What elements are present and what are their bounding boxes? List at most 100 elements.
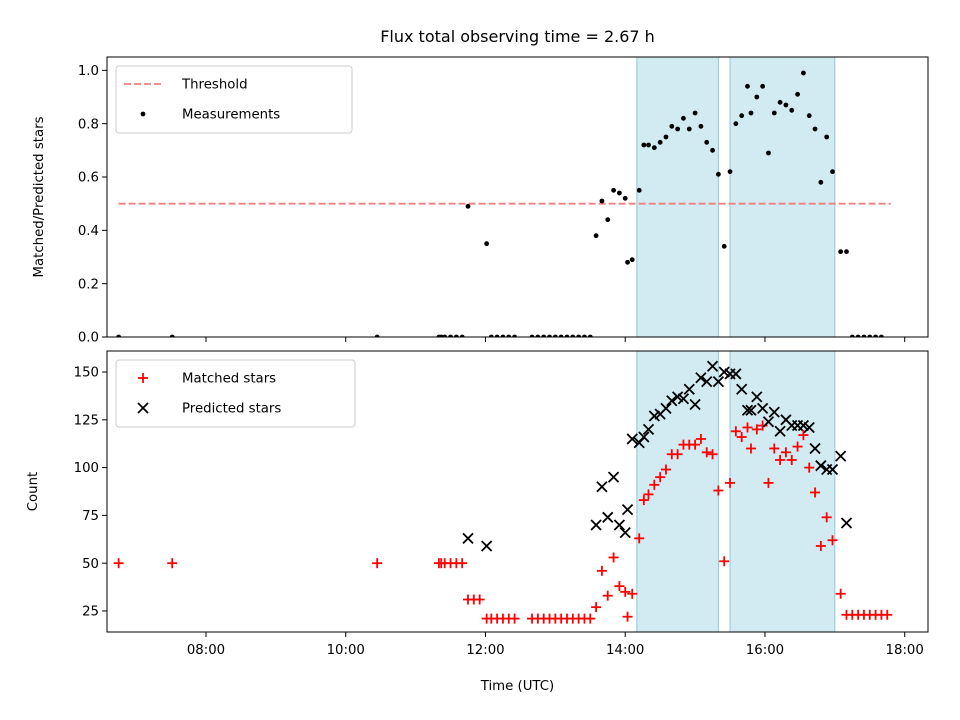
matched-stars-point [769,443,780,454]
measurements-point [844,249,849,255]
legend-label: Threshold [181,78,248,93]
matched-stars-point [815,540,826,551]
measurements-point [704,139,710,145]
observing-window-1 [636,56,719,338]
matched-stars-point [804,462,815,473]
measurements-point [849,334,855,337]
measurements-point [541,334,547,337]
predicted-stars-point [840,517,853,529]
time-xlabel: Time (UTC) [480,679,555,694]
measurements-point [558,334,564,337]
measurements-point [625,259,630,265]
measurements-point [818,179,824,185]
count-ylabel: Count [26,472,41,512]
measurements-point [681,115,686,121]
predicted-stars-point [621,504,634,516]
y-tick-label: 150 [74,366,99,381]
matched-stars-point [810,487,821,498]
predicted-stars-point [774,425,786,437]
matched-stars-point [780,447,791,458]
matched-stars-point [835,588,846,599]
measurements-point [675,126,681,132]
matched-stars-point [620,586,631,597]
matched-stars-point [672,449,683,460]
predicted-stars-point [751,391,763,403]
matched-stars-point [798,430,809,441]
matched-stars-point [509,613,520,624]
predicted-stars-point [596,481,608,493]
legend: Threshold Measurements [115,65,353,134]
predicted-stars-point [815,460,827,472]
measurements-point [374,334,380,337]
y-tick-label: 50 [82,557,99,572]
measurements-point [494,334,500,337]
x-tick-label: 16:00 [746,643,784,658]
predicted-stars-point [762,416,775,428]
y-tick-label: 0.0 [78,331,99,346]
measurements-point [806,113,812,119]
measurements-point [564,334,570,337]
measurements-point [622,195,628,201]
matched-stars-point [638,495,649,506]
matched-stars-point [643,489,654,500]
matched-stars-point [713,485,724,496]
measurements-point [838,249,844,255]
measurements-point [855,334,861,337]
predicted-stars-point [701,375,713,388]
matched-stars-point [591,602,602,613]
predicted-stars-point [756,402,769,414]
matched-stars-point [627,588,638,599]
matched-stars-point [827,535,838,546]
measurements-point [663,134,669,140]
measurements-point [873,334,878,337]
measurements-point [721,243,727,249]
legend-box [115,65,353,134]
measurements-point [727,169,733,175]
matched-stars-point [585,613,596,624]
measurements-point [547,334,552,337]
matched-stars-point [751,424,762,435]
predicted-stars-point [683,383,695,395]
predicted-stars-point [809,442,821,455]
measurements-point [599,198,605,204]
x-tick-label: 18:00 [886,643,924,658]
axes-frame [106,350,929,633]
measurements-point [824,134,830,140]
predicted-stars-point [677,393,690,405]
predicted-stars-point [626,433,638,445]
chart-title: Flux total observing time = 2.67 h [380,27,655,46]
predicted-stars-point [619,526,631,539]
measurements-point [867,334,873,337]
measurements-point [879,334,884,337]
measurements-point [605,217,611,223]
predicted-stars-point [712,375,725,388]
y-tick-label: 125 [74,413,99,428]
measurements-point [692,110,698,116]
predicted-stars-point [745,404,757,416]
measurements-point [777,99,783,105]
predicted-stars-point [481,540,493,552]
predicted-stars-point [590,519,602,531]
measurements-point [771,110,777,116]
predicted-stars-point [613,519,626,531]
predicted-stars-point [638,431,650,443]
y-tick-label: 1.0 [78,64,99,79]
x-tick-label: 12:00 [466,643,504,658]
measurements-point [448,334,453,337]
predicted-stars-point [768,406,780,418]
legend-label: Predicted stars [182,402,281,417]
predicted-stars-point [730,368,742,380]
measurements-point [646,142,651,148]
measurements-point [636,187,642,193]
predicted-stars-point [826,463,839,476]
matched-stars-point [742,422,753,433]
measurements-point [830,169,835,175]
matched-stars-point [745,443,756,454]
measurements-point [582,334,587,337]
matched-stars-point [167,558,178,569]
y-tick-label: 75 [82,509,99,524]
matched-stars-point [608,552,619,563]
measurements-point [576,334,582,337]
legend-predicted-swatch [137,402,149,414]
legend-measurements-swatch [140,111,146,117]
